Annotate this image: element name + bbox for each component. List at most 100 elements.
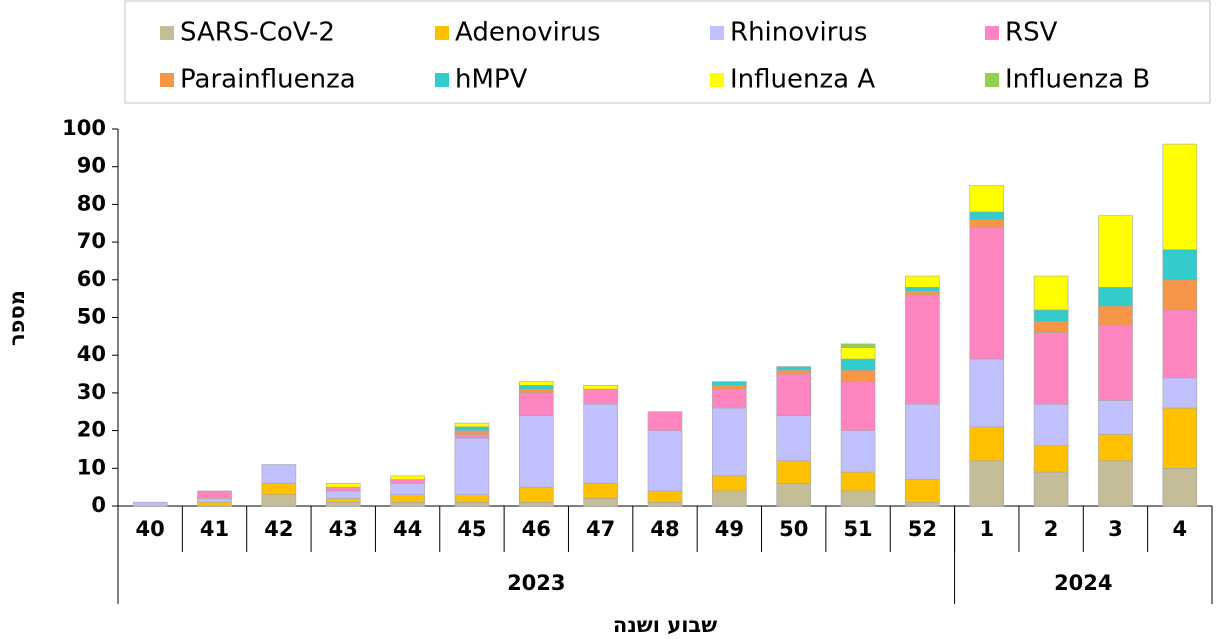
bar-segment (840, 490, 876, 507)
bar-segment (776, 415, 812, 462)
legend-swatch (435, 26, 449, 40)
bar-segment (712, 490, 747, 507)
bar-segment (454, 426, 490, 431)
bar-segment (905, 290, 940, 296)
y-tick-label: 90 (77, 154, 106, 178)
bar-segment (647, 411, 683, 431)
group-label: 2024 (1054, 571, 1112, 595)
x-tick-label: 45 (457, 517, 486, 541)
x-tick-label: 1 (979, 517, 994, 541)
legend-swatch (435, 73, 449, 87)
y-tick-label: 100 (62, 116, 106, 140)
bar-segment (325, 498, 361, 503)
x-tick-label: 40 (136, 517, 165, 541)
y-tick-label: 10 (77, 455, 106, 479)
legend-label: Adenovirus (455, 18, 601, 48)
y-tick-label: 60 (77, 267, 106, 291)
bar-segment (390, 475, 425, 480)
bar-segment (1098, 434, 1133, 462)
bar-segment (454, 422, 490, 428)
bar-segment (647, 501, 683, 507)
legend-label: Parainfluenza (180, 65, 356, 95)
bar-segment (969, 426, 1005, 462)
bar-segment (583, 385, 618, 390)
bar-segment (454, 437, 490, 495)
bar-segment (325, 501, 361, 507)
bar-segment (1162, 467, 1198, 507)
x-tick-label: 52 (908, 517, 937, 541)
bar-segment (325, 486, 361, 492)
legend-label: Rhinovirus (730, 18, 867, 48)
bar-segment (712, 407, 747, 477)
bar-segment (197, 498, 232, 503)
y-tick-label: 70 (77, 229, 106, 253)
bar-segment (1162, 279, 1198, 311)
bar-segment (518, 388, 554, 394)
x-tick-label: 49 (715, 517, 744, 541)
bar-segment (840, 358, 876, 371)
y-tick-label: 30 (77, 380, 106, 404)
x-tick-label: 4 (1173, 517, 1188, 541)
y-tick-label: 40 (77, 342, 106, 366)
bar-segment (712, 381, 747, 386)
y-axis-title: מספר (5, 290, 29, 346)
legend-label: RSV (1005, 18, 1058, 48)
bar-segment (261, 483, 297, 495)
bar-segment (1098, 305, 1133, 326)
bar-segment (261, 494, 297, 507)
bar-segment (197, 501, 232, 507)
bar-segment (454, 434, 490, 439)
legend-swatch (160, 26, 174, 40)
bar-segment (776, 369, 812, 375)
group-label: 2023 (507, 571, 565, 595)
bar-segment (969, 211, 1005, 220)
bar-segment (1162, 249, 1198, 281)
bar-segment (969, 219, 1005, 228)
y-tick-label: 50 (77, 305, 106, 329)
y-tick-label: 20 (77, 418, 106, 442)
bar-segment (1098, 400, 1133, 435)
bar-segment (905, 403, 940, 480)
legend-swatch (160, 73, 174, 87)
bar-segment (905, 294, 940, 405)
bar-segment (905, 501, 940, 507)
bar-segment (1098, 460, 1133, 507)
bar-segment (840, 343, 876, 348)
bar-segment (1033, 275, 1069, 311)
bar-segment (132, 501, 168, 507)
bar-segment (518, 486, 554, 503)
bar-segment (776, 483, 812, 507)
x-tick-label: 43 (329, 517, 358, 541)
bar-segment (1033, 320, 1069, 333)
bar-segment (390, 494, 425, 503)
bar-segment (776, 460, 812, 484)
x-tick-label: 44 (393, 517, 422, 541)
legend-swatch (710, 26, 724, 40)
x-tick-label: 46 (522, 517, 551, 541)
bar-segment (518, 392, 554, 416)
bar-segment (390, 501, 425, 507)
x-tick-label: 2 (1044, 517, 1059, 541)
bar-segment (518, 415, 554, 488)
legend-box (124, 0, 1211, 104)
bar-segment (1033, 445, 1069, 473)
bar-segment (1098, 215, 1133, 288)
bar-segment (583, 483, 618, 499)
bar-segment (840, 471, 876, 492)
x-tick-label: 47 (586, 517, 615, 541)
bar-segment (454, 501, 490, 507)
bar-segment (969, 358, 1005, 428)
bar-segment (1162, 309, 1198, 379)
legend-label: Influenza A (730, 65, 875, 95)
bar-segment (1098, 287, 1133, 307)
x-tick-label: 41 (200, 517, 229, 541)
bar-segment (905, 287, 940, 292)
bar-segment (840, 381, 876, 431)
bar-segment (840, 347, 876, 360)
bar-segment (647, 430, 683, 492)
bar-segment (1162, 143, 1198, 250)
x-tick-label: 42 (264, 517, 293, 541)
bar-segment (776, 373, 812, 416)
bar-segment (583, 403, 618, 484)
x-tick-label: 50 (779, 517, 808, 541)
